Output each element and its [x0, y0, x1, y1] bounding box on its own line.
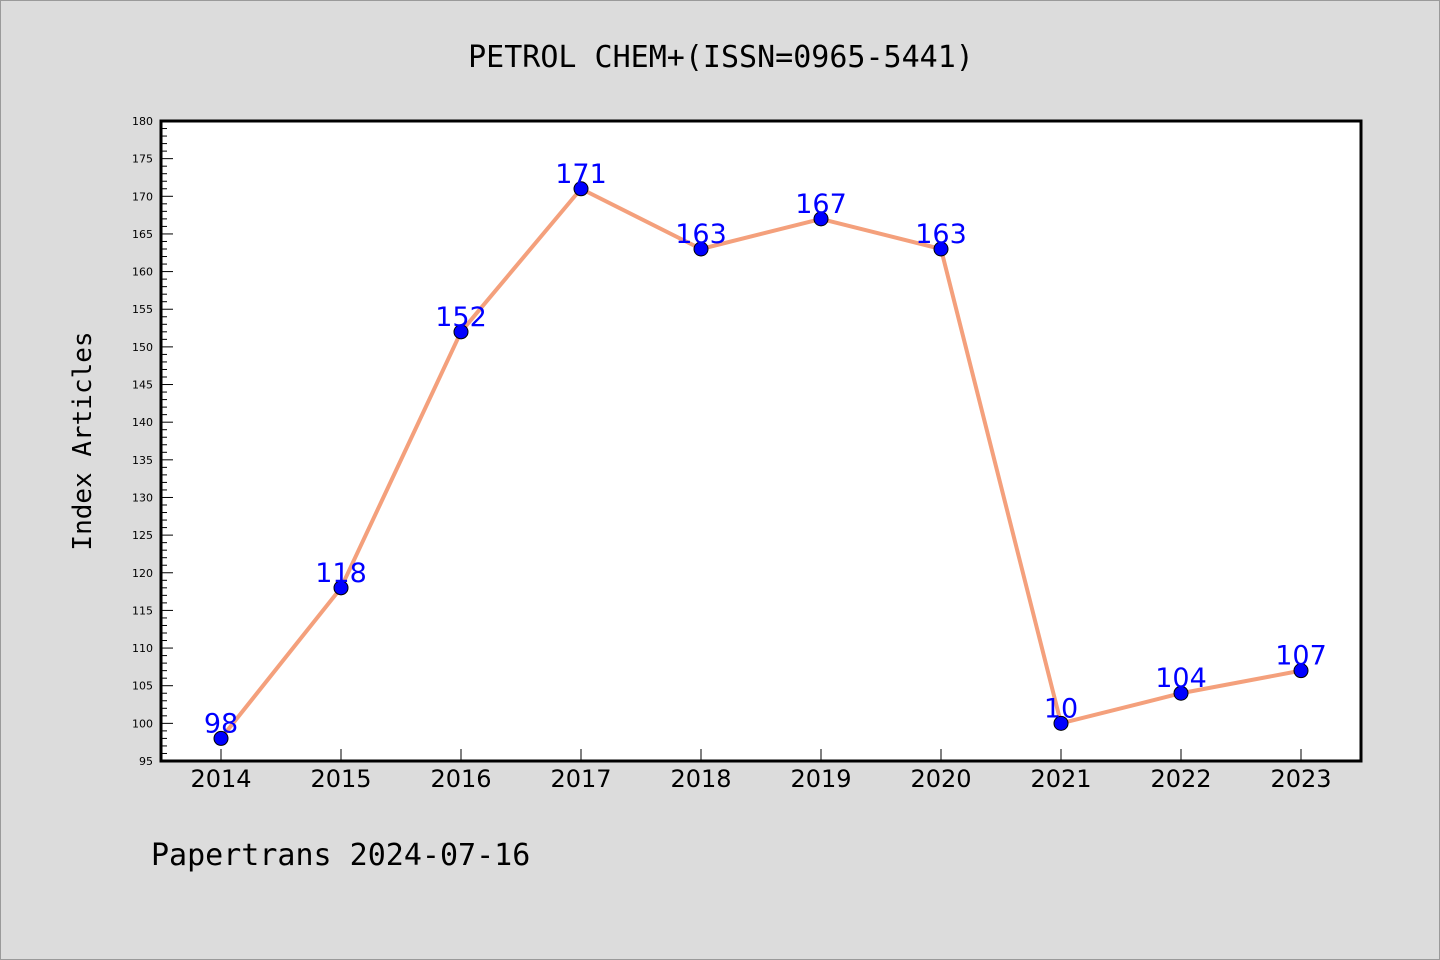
data-point: [453, 324, 469, 340]
data-label: 171: [555, 159, 607, 190]
data-point: [333, 580, 349, 596]
y-tick-label: 175: [132, 153, 153, 166]
y-tick-label: 95: [139, 755, 153, 768]
y-tick-label: 180: [132, 115, 153, 128]
y-axis-label: Index Articles: [68, 331, 98, 550]
data-point: [213, 730, 229, 746]
y-axis: 95 100 105 110 115 120 125 130 135 140 145 150 155 16…: [132, 115, 173, 768]
data-point: [1173, 685, 1189, 701]
y-tick-label: 110: [132, 642, 153, 655]
data-point: [693, 241, 709, 257]
data-label: 163: [915, 219, 967, 250]
y-tick-label: 125: [132, 529, 153, 542]
data-label: 167: [795, 189, 847, 220]
y-tick-label: 145: [132, 379, 153, 392]
data-point: [933, 241, 949, 257]
x-tick-label: 2018: [670, 765, 731, 793]
plot-area: [161, 121, 1361, 761]
chart-title: PETROL CHEM+(ISSN=0965-5441): [468, 40, 974, 75]
y-tick-label: 135: [132, 454, 153, 467]
data-point: [1293, 663, 1309, 679]
x-tick-label: 2020: [910, 765, 971, 793]
x-tick-label: 2015: [310, 765, 371, 793]
x-tick-label: 2021: [1030, 765, 1091, 793]
footer-credit: Papertrans 2024-07-16: [151, 838, 530, 873]
data-label: 118: [315, 558, 367, 589]
y-tick-label: 100: [132, 717, 153, 730]
data-label: 107: [1275, 641, 1327, 672]
x-tick-label: 2014: [190, 765, 251, 793]
y-tick-label: 115: [132, 604, 153, 617]
series-layer: 98 118 152 171 163 167 163 10 104 107: [204, 159, 1327, 746]
data-label: 104: [1155, 663, 1207, 694]
data-label: 10: [1044, 693, 1078, 724]
x-axis: 2014 2015 2016 2017 2018 2019 2020 2021 2022 2023: [190, 749, 1332, 793]
y-tick-label: 170: [132, 190, 153, 203]
x-tick-label: 2017: [550, 765, 611, 793]
data-label: 98: [204, 708, 238, 739]
data-label: 152: [435, 302, 487, 333]
series-line: [219, 186, 1302, 740]
y-tick-label: 150: [132, 341, 153, 354]
data-label: 163: [675, 219, 727, 250]
data-point: [573, 181, 589, 197]
x-tick-label: 2016: [430, 765, 491, 793]
y-tick-label: 140: [132, 416, 153, 429]
y-tick-label: 160: [132, 266, 153, 279]
x-tick-label: 2019: [790, 765, 851, 793]
data-point: [813, 211, 829, 227]
x-tick-label: 2022: [1150, 765, 1211, 793]
y-tick-label: 120: [132, 567, 153, 580]
y-tick-label: 165: [132, 228, 153, 241]
x-tick-label: 2023: [1270, 765, 1331, 793]
y-tick-label: 130: [132, 491, 153, 504]
y-tick-label: 155: [132, 303, 153, 316]
plot-frame: [159, 119, 1363, 763]
y-tick-label: 105: [132, 680, 153, 693]
data-point: [1053, 715, 1069, 731]
